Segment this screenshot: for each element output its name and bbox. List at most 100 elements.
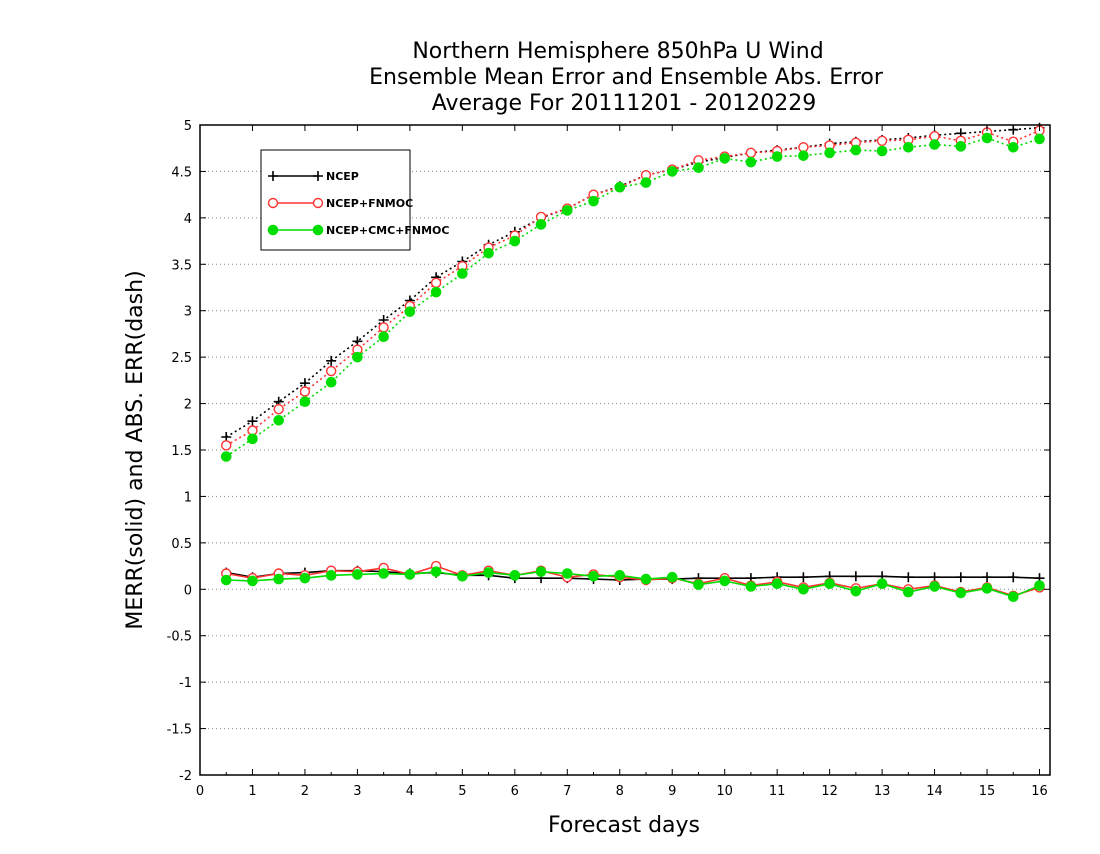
mean-error-point [824, 578, 835, 590]
title-line-1: Northern Hemisphere 850hPa U Wind [412, 39, 823, 64]
mean-error-point [430, 566, 442, 577]
mean-error-point [1034, 580, 1045, 591]
abs-error-point [719, 153, 730, 164]
abs-error-point [903, 141, 914, 153]
mean-error-point [483, 567, 494, 578]
y-tick-label: 5 [184, 119, 192, 134]
mean-error-point [299, 572, 311, 584]
x-tick-label: 15 [979, 784, 996, 799]
abs-error-point [981, 132, 993, 144]
abs-error-point [483, 247, 494, 259]
y-tick-label: 3 [184, 305, 192, 320]
legend-marker-ncep [268, 171, 278, 181]
y-tick-label: 4.5 [171, 165, 192, 180]
x-tick-label: 2 [301, 784, 309, 799]
y-tick-label: -1.5 [167, 723, 192, 738]
mean-error-point [955, 572, 966, 583]
mean-error-point [220, 574, 232, 586]
mean-error-point [929, 581, 940, 592]
y-tick-label: -0.5 [167, 630, 192, 645]
mean-error-point [876, 578, 888, 590]
x-tick-label: 4 [406, 784, 414, 799]
abs-error-point [876, 145, 888, 157]
abs-error-line-ncep-cmc-fnmoc [225, 137, 1040, 458]
mean-error-point [719, 575, 730, 587]
legend-box [260, 149, 411, 251]
series-ncep-cmc-fnmoc [220, 132, 1045, 603]
abs-error-point [798, 150, 809, 161]
abs-error-point [693, 162, 704, 174]
x-tick-label: 12 [821, 784, 838, 799]
abs-error-point [1007, 141, 1019, 153]
mean-error-point [640, 573, 652, 585]
y-axis: 5 4.5 4 3.5 3 2.5 2 1.5 1 0.5 0 -0.5 -1 -1.5 -2 [167, 119, 1050, 784]
abs-error-point [745, 147, 757, 159]
mean-error-point [903, 586, 914, 598]
x-tick-label: 1 [248, 784, 256, 799]
abs-error-point [509, 235, 521, 247]
legend-marker-ncep-cmc-fnmoc [267, 224, 279, 236]
abs-error-point [273, 414, 285, 426]
title-line-3: Average For 20111201 - 20120229 [432, 91, 817, 116]
abs-error-point [299, 386, 311, 397]
abs-error-point [220, 451, 232, 462]
x-tick-label: 16 [1031, 784, 1048, 799]
y-tick-label: 4 [184, 212, 192, 227]
mean-error-point [798, 572, 809, 583]
mean-error-point [457, 570, 468, 582]
y-tick-label: 1.5 [171, 444, 192, 459]
legend-marker-ncep [313, 171, 323, 181]
y-tick-label: -2 [179, 769, 192, 784]
abs-error-point [929, 139, 940, 150]
abs-error-point [640, 177, 652, 188]
mean-error-point [378, 568, 389, 579]
mean-error-point [981, 583, 993, 594]
mean-error-point [666, 571, 678, 583]
mean-error-point [850, 571, 861, 582]
x-tick-label: 7 [563, 784, 571, 799]
abs-error-point [247, 433, 258, 445]
legend-label-ncep: NCEP [326, 170, 359, 183]
abs-error-point [955, 141, 967, 152]
mean-error-point [561, 568, 573, 579]
y-tick-label: 0.5 [171, 537, 192, 552]
abs-error-point [745, 156, 757, 168]
y-tick-label: 2 [184, 398, 192, 413]
y-tick-label: 1 [184, 490, 192, 505]
x-tick-label: 6 [511, 784, 519, 799]
abs-error-point [325, 376, 337, 388]
x-tick-label: 9 [668, 784, 676, 799]
x-tick-label: 14 [926, 784, 943, 799]
mean-error-point [588, 570, 599, 582]
mean-error-point [693, 579, 704, 590]
mean-error-point [903, 572, 914, 583]
mean-error-point [745, 581, 757, 592]
abs-error-point [614, 181, 626, 193]
y-axis-title: MERR(solid) and ABS. ERR(dash) [123, 270, 148, 629]
abs-error-point [221, 440, 232, 451]
abs-error-point [1008, 124, 1019, 135]
mean-error-point [955, 587, 967, 599]
mean-error-line-ncep-fnmoc [226, 565, 1040, 597]
abs-error-point [299, 396, 311, 408]
abs-error-point [430, 286, 442, 298]
title-line-2: Ensemble Mean Error and Ensemble Abs. Er… [369, 65, 884, 90]
y-tick-label: -1 [179, 676, 192, 691]
series-layer [220, 122, 1045, 603]
x-tick-label: 5 [458, 784, 466, 799]
legend-marker-ncep-cmc-fnmoc [312, 224, 324, 236]
abs-error-point [771, 151, 783, 162]
y-tick-label: 2.5 [171, 351, 192, 366]
x-axis: 0 1 2 3 4 5 6 7 8 9 10 11 12 13 14 15 16 [196, 125, 1048, 799]
x-tick-label: 3 [353, 784, 361, 799]
abs-error-point [824, 147, 835, 159]
mean-error-point [771, 578, 783, 590]
abs-error-point [561, 205, 573, 216]
mean-error-point [352, 569, 363, 580]
x-tick-label: 10 [716, 784, 733, 799]
legend-marker-ncep-fnmoc [267, 197, 279, 209]
x-tick-label: 11 [769, 784, 786, 799]
legend: NCEP NCEP+FNMOC NCEP+CMC+FNMOC [260, 149, 449, 251]
